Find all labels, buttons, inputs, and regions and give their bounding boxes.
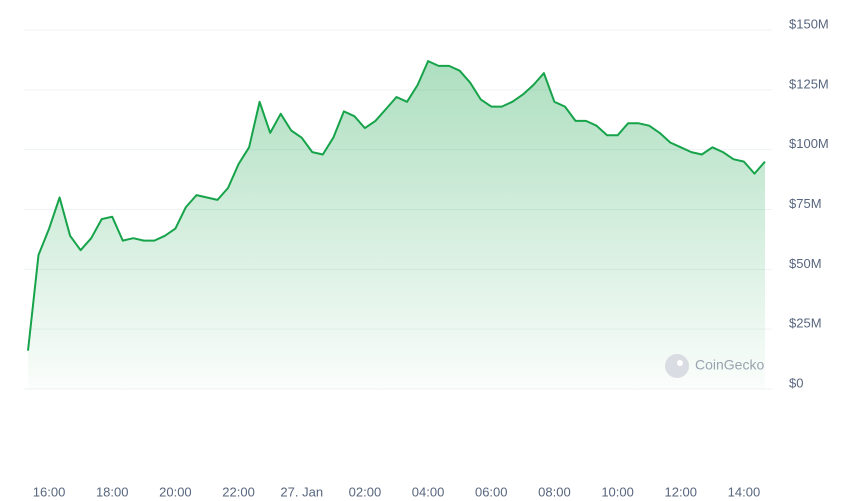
x-tick-label: 14:00 (728, 484, 761, 499)
x-tick-label: 12:00 (664, 484, 697, 499)
y-tick-label: $75M (789, 196, 822, 211)
price-line (27, 60, 766, 351)
watermark: CoinGecko (665, 354, 764, 378)
watermark-text: CoinGecko (695, 357, 764, 373)
y-tick-label: $150M (789, 16, 829, 31)
x-tick-label: 18:00 (96, 484, 129, 499)
y-tick-label: $25M (789, 316, 822, 331)
x-tick-label: 04:00 (412, 484, 445, 499)
y-tick-label: $50M (789, 256, 822, 271)
watermark-logo-eye (677, 360, 683, 366)
x-tick-label: 08:00 (538, 484, 571, 499)
y-tick-label: $0 (789, 375, 803, 390)
y-tick-label: $100M (789, 136, 829, 151)
x-tick-label: 20:00 (159, 484, 192, 499)
area-fill (28, 61, 765, 389)
x-tick-label: 10:00 (601, 484, 634, 499)
x-tick-label: 27. Jan (280, 484, 323, 499)
x-tick-label: 06:00 (475, 484, 508, 499)
x-tick-label: 16:00 (33, 484, 66, 499)
y-tick-label: $125M (789, 76, 829, 91)
watermark-logo (665, 354, 689, 378)
x-tick-label: 02:00 (349, 484, 382, 499)
x-tick-label: 22:00 (222, 484, 255, 499)
